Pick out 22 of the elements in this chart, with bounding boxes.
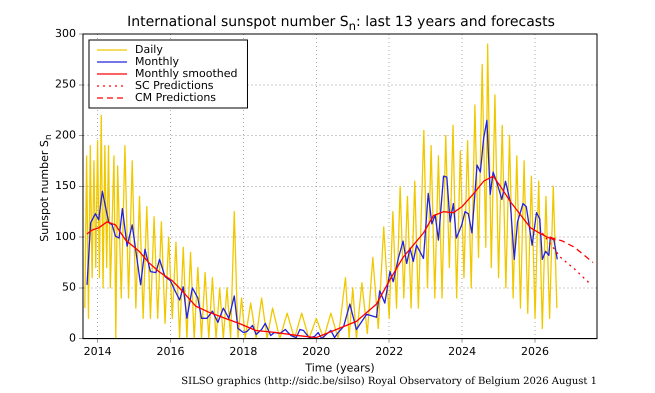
y-tick-label: 250 <box>54 78 76 91</box>
legend-label: Daily <box>134 42 164 56</box>
text: SILSO graphics (http://sidc.be/silso) Royal Observatory of Belgium 2026 August 1 <box>181 376 597 387</box>
chart-title: International sunspot number S$_{n}$: last 13 years and forecasts <box>126 14 556 33</box>
y-tick-label: 50 <box>62 280 76 294</box>
y-tick-label: 100 <box>54 230 76 243</box>
y-tick-label: 150 <box>54 179 76 192</box>
x-tick-label: 2020 <box>302 345 330 358</box>
x-axis-title: Time (years) <box>304 361 375 374</box>
legend-label: Monthly <box>134 54 180 68</box>
y-tick-label: 300 <box>54 26 76 40</box>
legend-label: CM Predictions <box>134 90 216 104</box>
x-tick-label: 2016 <box>156 345 184 358</box>
y-tick-label: 0 <box>68 331 76 344</box>
x-tick-label: 2024 <box>448 345 476 358</box>
x-tick-label: 2026 <box>521 345 550 358</box>
legend-label: SC Predictions <box>134 78 214 92</box>
x-tick-label: 2018 <box>229 345 258 358</box>
legend-label: Monthly smoothed <box>134 66 238 80</box>
x-tick-label: 2014 <box>84 345 112 358</box>
y-tick-label: 200 <box>54 128 76 142</box>
x-tick-label: 2022 <box>375 345 404 358</box>
